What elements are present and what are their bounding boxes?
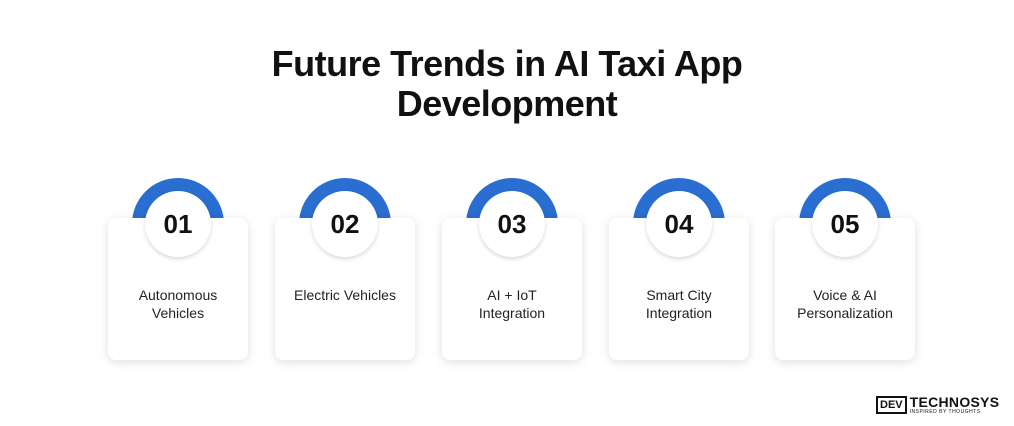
number-badge-01-front: 01 (132, 178, 224, 270)
number-badge-05-front: 05 (799, 178, 891, 270)
logo-wordmark: TECHNOSYS INSPIRED BY THOUGHTS (910, 395, 1000, 415)
badge-number: 01 (145, 191, 211, 257)
trend-label-05: Voice & AI Personalization (775, 286, 915, 322)
badge-number: 03 (479, 191, 545, 257)
trend-label-line-1: Electric Vehicles (294, 287, 396, 303)
badge-number: 05 (812, 191, 878, 257)
brand-logo: DEV TECHNOSYS INSPIRED BY THOUGHTS (876, 394, 999, 416)
logo-tagline: INSPIRED BY THOUGHTS (909, 409, 981, 415)
logo-mark: DEV (876, 396, 907, 414)
trend-label-line-1: Autonomous (138, 287, 218, 303)
badge-number: 02 (312, 191, 378, 257)
title-line-2: Development (396, 83, 618, 124)
title-line-1: Future Trends in AI Taxi App (271, 43, 743, 84)
trend-label-line-2: Integration (478, 305, 546, 321)
trend-label-line-2: Personalization (797, 305, 893, 321)
trend-label-line-1: AI + IoT (487, 287, 537, 303)
badge-number: 04 (646, 191, 712, 257)
trend-label-02: Electric Vehicles (275, 286, 415, 304)
trend-label-line-1: Smart City (646, 287, 712, 303)
logo-name: TECHNOSYS (909, 394, 1000, 410)
trend-label-03: AI + IoT Integration (442, 286, 582, 322)
trend-label-01: Autonomous Vehicles (108, 286, 248, 322)
number-badge-02-front: 02 (299, 178, 391, 270)
trend-label-line-2: Integration (645, 305, 713, 321)
trend-label-line-2: Vehicles (151, 305, 205, 321)
page-title: Future Trends in AI Taxi App Development (0, 44, 1014, 124)
trend-label-line-1: Voice & AI (813, 287, 877, 303)
number-badge-03-front: 03 (466, 178, 558, 270)
number-badge-04-front: 04 (633, 178, 725, 270)
trend-label-04: Smart City Integration (609, 286, 749, 322)
